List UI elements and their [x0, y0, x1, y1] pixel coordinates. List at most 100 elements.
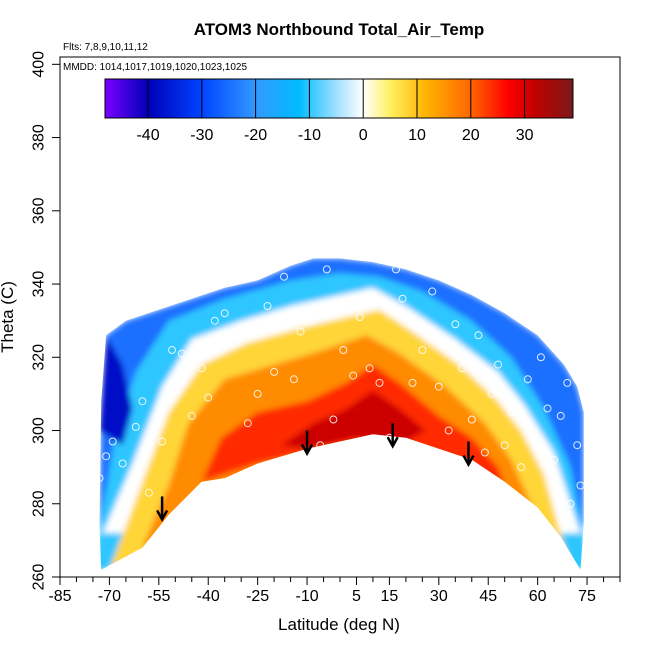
- observation-point: [563, 378, 572, 387]
- observation-point: [494, 360, 503, 369]
- observation-point: [550, 455, 559, 464]
- observation-point: [556, 411, 565, 420]
- observation-point: [566, 499, 575, 508]
- observation-point: [467, 415, 476, 424]
- profile-arrows: [156, 423, 475, 523]
- observation-point: [349, 371, 358, 380]
- observation-point: [138, 397, 147, 406]
- colorbar-tick-label: 20: [462, 127, 480, 144]
- y-tick-label: 400: [31, 51, 48, 78]
- colorbar-tick-label: 30: [516, 127, 534, 144]
- observation-point: [523, 375, 532, 384]
- observation-point: [365, 364, 374, 373]
- observation-point: [536, 353, 545, 362]
- profile-arrow: [156, 496, 169, 523]
- x-tick-label: -25: [246, 588, 269, 605]
- x-tick-label: 45: [479, 588, 497, 605]
- y-tick-label: 260: [31, 564, 48, 591]
- x-tick-label: -40: [197, 588, 220, 605]
- observation-point: [144, 488, 153, 497]
- observation-point: [576, 481, 584, 490]
- observation-point: [487, 389, 496, 398]
- observation-point: [102, 452, 111, 461]
- x-tick-label: 30: [430, 588, 448, 605]
- observation-point: [118, 459, 127, 468]
- observation-point: [210, 316, 219, 325]
- observation-point: [428, 287, 437, 296]
- x-tick-label: 60: [529, 588, 547, 605]
- observation-point: [375, 378, 384, 387]
- observation-point: [306, 316, 315, 325]
- x-tick-label: 5: [352, 588, 361, 605]
- colorbar-tick-label: -10: [298, 127, 321, 144]
- colorbar-gradient: [104, 78, 574, 119]
- observation-point: [270, 367, 279, 376]
- observation-point: [500, 441, 509, 450]
- observation-point: [517, 463, 526, 472]
- y-axis-label: Theta (C): [0, 281, 17, 353]
- colorbar-tick-label: 10: [408, 127, 426, 144]
- observation-point: [108, 437, 117, 446]
- x-tick-label: -85: [48, 588, 71, 605]
- y-tick-label: 360: [31, 197, 48, 224]
- colorbar-tick-label: -30: [190, 127, 213, 144]
- profile-arrow: [462, 441, 475, 468]
- observation-point: [263, 302, 272, 310]
- colorbar-tick-label: -40: [136, 127, 159, 144]
- observation-point: [444, 426, 453, 435]
- observation-point: [457, 364, 466, 373]
- flights-label: Flts: 7,8,9,10,11,12: [63, 42, 148, 53]
- x-tick-label: -55: [147, 588, 170, 605]
- y-tick-label: 280: [31, 490, 48, 517]
- y-tick-label: 300: [31, 417, 48, 444]
- dates-label: MMDD: 1014,1017,1019,1020,1023,1025: [63, 62, 247, 73]
- colorbar: -40 -30 -20 -10 0 10 20 30: [104, 78, 574, 144]
- observation-point: [243, 419, 252, 428]
- chart-title: ATOM3 Northbound Total_Air_Temp: [194, 20, 485, 39]
- observation-point: [322, 265, 331, 274]
- observation-point: [289, 375, 298, 384]
- x-axis: -85 -70 -55 -40 -25 -10 5 15 30 45 60 75: [48, 577, 621, 605]
- colorbar-tick-label: 0: [359, 127, 368, 144]
- observation-point: [204, 393, 213, 402]
- observation-point: [355, 313, 364, 321]
- x-tick-label: 15: [381, 588, 399, 605]
- observation-point: [474, 331, 483, 340]
- observation-point: [480, 448, 489, 457]
- observation-point: [253, 389, 262, 398]
- profile-arrow: [386, 423, 399, 449]
- observation-point: [296, 327, 305, 336]
- observation-point: [543, 404, 552, 413]
- observation-point: [339, 346, 348, 354]
- x-tick-label: -10: [295, 588, 318, 605]
- observation-point: [573, 441, 582, 450]
- y-tick-label: 340: [31, 271, 48, 298]
- observation-point: [187, 411, 196, 420]
- observation-point: [158, 437, 167, 446]
- observation-point: [280, 272, 288, 281]
- observation-point: [131, 422, 140, 431]
- observation-point: [220, 309, 229, 318]
- y-axis: 260 280 300 320 340 360 380 400: [31, 51, 60, 590]
- field-cold-pocket: [99, 335, 133, 446]
- colorbar-tick-label: -20: [244, 127, 267, 144]
- observation-point: [329, 415, 338, 424]
- observation-point: [530, 433, 539, 442]
- x-tick-label: -70: [98, 588, 121, 605]
- observation-point: [99, 474, 104, 483]
- observation-point: [408, 378, 417, 387]
- x-axis-label: Latitude (deg N): [278, 615, 400, 634]
- observation-point: [507, 408, 516, 417]
- x-tick-label: 75: [578, 588, 596, 605]
- profile-arrow: [300, 430, 314, 457]
- y-tick-label: 320: [31, 344, 48, 371]
- observation-point: [197, 364, 206, 373]
- observation-point: [418, 346, 427, 354]
- observation-point: [230, 338, 239, 347]
- observation-point: [398, 294, 407, 303]
- y-tick-label: 380: [31, 124, 48, 151]
- observation-point: [168, 346, 176, 354]
- observation-point: [177, 349, 186, 358]
- observation-point: [434, 382, 443, 391]
